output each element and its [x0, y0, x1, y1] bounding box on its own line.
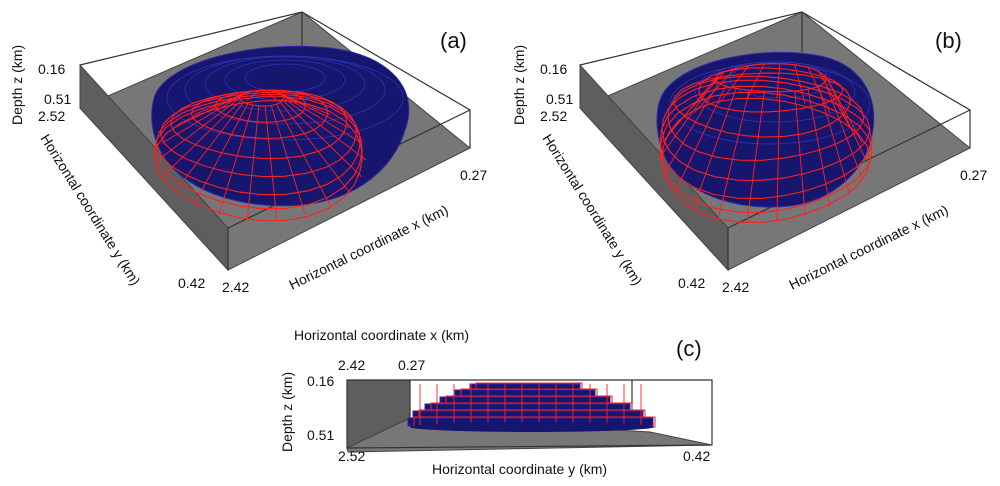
panel-b-estimated-mesh-line — [817, 85, 850, 194]
panel-a-true-model — [151, 45, 410, 207]
panel-a-estimated-mesh-line — [280, 93, 350, 129]
panel-a-estimated-mesh-line — [246, 105, 260, 220]
panel-b-estimated-mesh-line — [674, 85, 727, 194]
panel-a-estimated-mesh-line — [161, 99, 242, 178]
panel-b-estimated-contour — [667, 75, 865, 161]
panel-a-x-near-tick: 2.42 — [222, 279, 249, 295]
panel-c-y-right-tick: 0.42 — [683, 448, 710, 464]
panel-c-x-right-tick: 0.27 — [398, 357, 425, 373]
panel-a-estimated-mesh-line — [276, 103, 331, 206]
panel-b-estimated-contour — [661, 79, 871, 181]
panel-a-estimated-mesh-line — [282, 99, 363, 178]
panel-a-y-far-tick: 2.52 — [38, 108, 65, 124]
panel-b-estimated-mesh-line — [824, 81, 863, 178]
panel-b-y-near-tick: 0.42 — [678, 275, 705, 291]
panel-b-estimated-contour — [659, 91, 873, 213]
panel-b-estimated-mesh-line — [718, 90, 750, 217]
panel-b-estimated-mesh-line — [693, 88, 737, 208]
panel-a-estimated-mesh-line — [218, 105, 254, 215]
panel-b: (b) Depth z (km) 0.16 0.51 2.52 Horizont… — [511, 11, 987, 295]
panel-b-estimated-mesh-line — [746, 63, 765, 99]
panel-c-depth-axis-label: Depth z (km) — [279, 372, 295, 452]
panel-b-x-near-tick: 2.42 — [722, 279, 749, 295]
panel-a-depth-axis-label: Depth z (km) — [9, 45, 25, 125]
panel-b-estimated-mesh-line — [746, 91, 765, 222]
panel-a-estimated-mesh-line — [246, 89, 260, 101]
panel-b-estimated-mesh-line — [776, 91, 781, 222]
panel-c-models — [407, 382, 656, 432]
panel-b-estimated-model — [657, 63, 873, 223]
panel-a-estimated-mesh-line — [280, 102, 350, 193]
panel-b-label: (b) — [935, 28, 962, 53]
panel-c-x-left-tick: 2.42 — [338, 357, 365, 373]
panel-a-estimated-mesh-line — [264, 105, 278, 220]
panel-c-label: (c) — [676, 336, 702, 361]
panel-b-estimated-contour — [659, 85, 873, 199]
panel-b-z-top-tick: 0.16 — [540, 61, 567, 77]
panel-a-estimated-mesh-line — [282, 95, 363, 144]
panel-b-estimated-mesh-line — [693, 67, 737, 114]
panel-b-estimated-mesh-line — [776, 64, 781, 99]
panel-c-box-frame — [346, 379, 713, 449]
panel-c-z-top-tick: 0.16 — [307, 373, 334, 389]
panel-a-y-near-tick: 0.42 — [178, 275, 205, 291]
panel-a-estimated-mesh-line — [174, 102, 244, 193]
panel-a-estimated-mesh-line — [283, 97, 367, 161]
panel-b-estimated-mesh-line — [657, 77, 718, 161]
panel-c-y-axis-label: Horizontal coordinate y (km) — [432, 461, 607, 477]
panel-a-estimated-mesh-line — [264, 89, 278, 101]
panel-b-estimated-mesh-line — [807, 88, 831, 207]
panel-a-estimated-mesh-line — [218, 90, 254, 106]
panel-a-label: (a) — [440, 28, 467, 53]
panel-c-x-axis-label: Horizontal coordinate x (km) — [294, 327, 469, 343]
panel-c: Horizontal coordinate x (km) (c) 2.42 0.… — [279, 327, 713, 477]
panel-a-x-far-tick: 0.27 — [460, 167, 487, 183]
panel-b-z-bottom-tick: 0.51 — [546, 91, 573, 107]
panel-b-box-top — [579, 11, 971, 148]
panel-c-y-left-tick: 2.52 — [338, 448, 365, 464]
panel-b-estimated-mesh-line — [718, 65, 750, 104]
panel-b-estimated-mesh-line — [794, 65, 806, 104]
panel-b-estimated-mesh-line — [807, 67, 831, 114]
panel-a-estimated-contour — [153, 96, 363, 210]
panel-c-z-bottom-tick: 0.51 — [307, 427, 334, 443]
panel-b-estimated-mesh-line — [794, 90, 806, 217]
panel-a-z-bottom-tick: 0.51 — [44, 91, 71, 107]
panel-a-estimated-mesh-line — [161, 95, 242, 144]
panel-a-box-top — [79, 11, 471, 148]
panel-a-estimated-contour — [153, 100, 363, 222]
panel-b-estimated-mesh-line — [661, 81, 720, 178]
panel-b-estimated-contour — [698, 67, 844, 113]
panel-a-estimated-mesh-line — [193, 103, 248, 206]
panel-a: (a) Depth z (km) 0.16 0.51 2.52 Horizont… — [9, 11, 487, 295]
panel-b-x-far-tick: 0.27 — [960, 167, 987, 183]
panel-a-estimated-mesh-line — [270, 105, 306, 215]
panel-a-z-top-tick: 0.16 — [38, 61, 65, 77]
panel-a-estimated-model — [153, 89, 367, 222]
panel-b-estimated-contour — [673, 72, 851, 138]
panel-b-estimated-mesh-line — [826, 77, 867, 161]
panel-c-base — [410, 422, 654, 432]
panel-b-depth-axis-label: Depth z (km) — [511, 45, 527, 125]
panel-a-estimated-mesh-line — [193, 91, 248, 116]
panel-b-estimated-mesh-line — [824, 73, 863, 143]
panel-b-estimated-mesh-line — [674, 70, 727, 127]
panel-a-estimated-mesh-line — [157, 97, 241, 161]
panel-b-estimated-mesh-line — [817, 70, 850, 127]
panel-a-estimated-contour — [190, 89, 328, 139]
panel-b-y-far-tick: 2.52 — [540, 108, 567, 124]
